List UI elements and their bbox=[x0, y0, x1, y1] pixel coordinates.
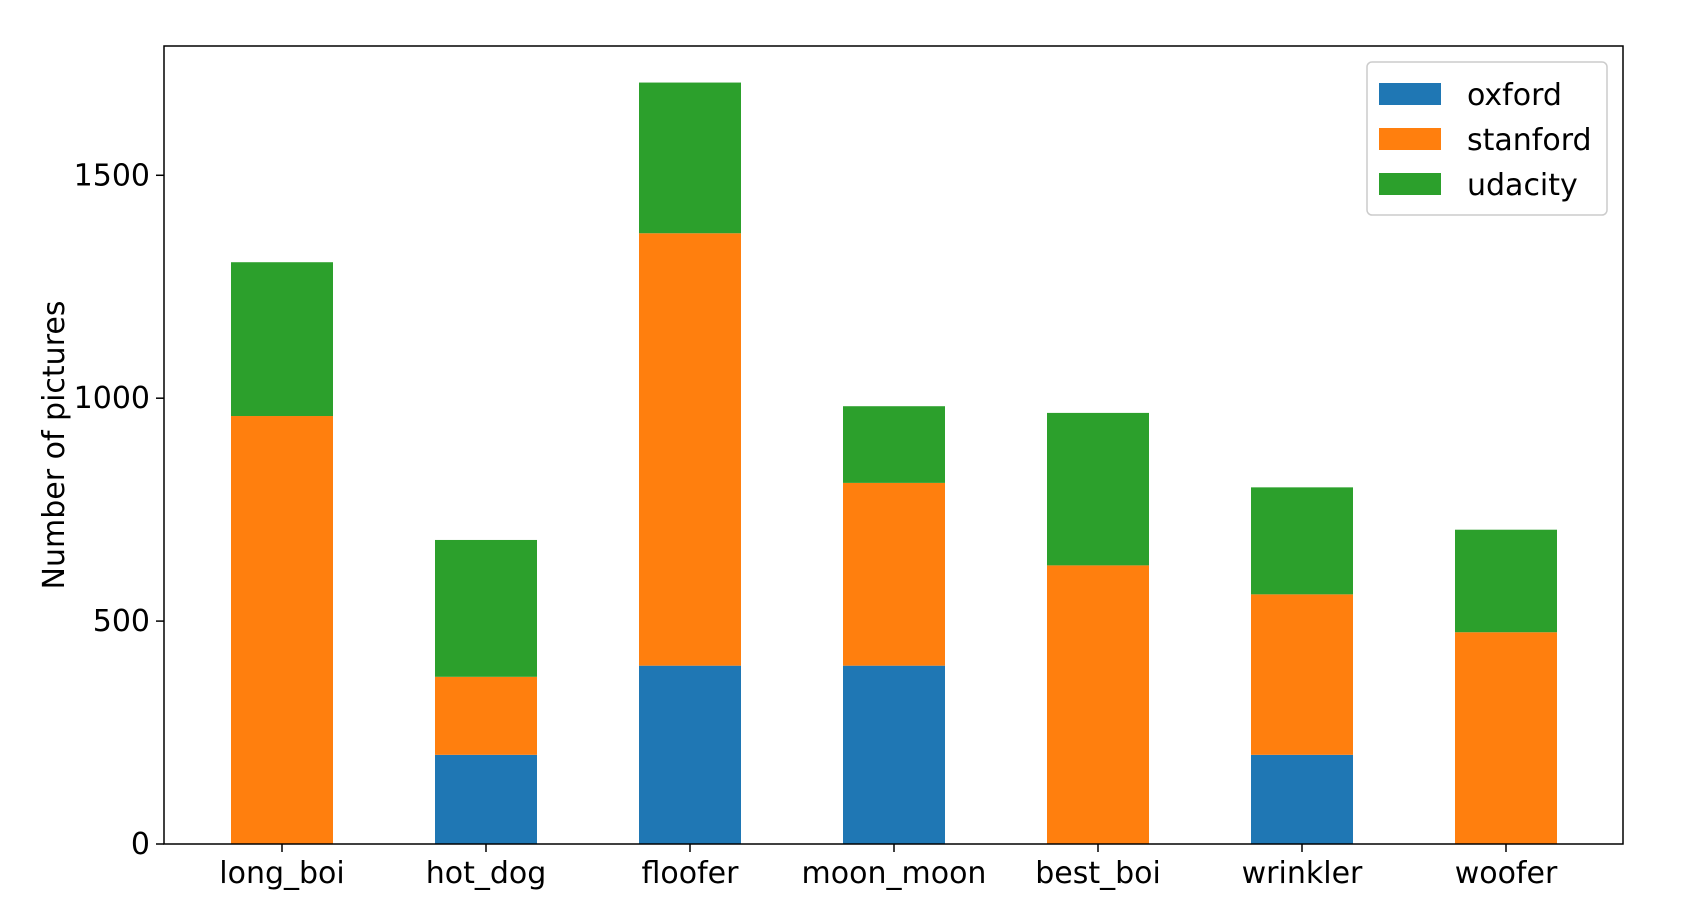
x-tick-label-floofer: floofer bbox=[642, 856, 740, 891]
bar-udacity-hot_dog bbox=[435, 539, 537, 677]
legend-label-oxford: oxford bbox=[1467, 78, 1562, 113]
y-tick-label: 0 bbox=[131, 827, 150, 862]
bar-stanford-wrinkler bbox=[1251, 594, 1353, 755]
y-axis: 0 500 1000 1500 bbox=[74, 158, 164, 862]
bar-stanford-floofer bbox=[639, 233, 741, 666]
bars-group bbox=[231, 82, 1557, 844]
legend-label-udacity: udacity bbox=[1467, 168, 1578, 203]
legend-swatch-udacity bbox=[1379, 173, 1441, 195]
y-tick-label: 500 bbox=[93, 604, 150, 639]
bar-stanford-hot_dog bbox=[435, 676, 537, 755]
bar-oxford-moon_moon bbox=[843, 665, 945, 844]
bar-udacity-wrinkler bbox=[1251, 487, 1353, 595]
bar-stanford-moon_moon bbox=[843, 482, 945, 666]
x-tick-label-hot_dog: hot_dog bbox=[426, 856, 547, 891]
x-tick-label-moon_moon: moon_moon bbox=[802, 856, 987, 891]
x-tick-label-wrinkler: wrinkler bbox=[1242, 856, 1363, 891]
bar-stanford-woofer bbox=[1455, 632, 1557, 844]
y-tick-label: 1500 bbox=[74, 158, 150, 193]
bar-udacity-moon_moon bbox=[843, 406, 945, 483]
x-tick-label-woofer: woofer bbox=[1455, 856, 1558, 891]
bar-oxford-wrinkler bbox=[1251, 754, 1353, 844]
legend-label-stanford: stanford bbox=[1467, 123, 1592, 158]
bar-stanford-best_boi bbox=[1047, 565, 1149, 844]
legend-swatch-stanford bbox=[1379, 128, 1441, 150]
legend: oxford stanford udacity bbox=[1366, 61, 1608, 216]
legend-swatch-oxford bbox=[1379, 83, 1441, 105]
bar-udacity-long_boi bbox=[231, 262, 333, 417]
bar-oxford-hot_dog bbox=[435, 754, 537, 844]
y-tick-label: 1000 bbox=[74, 381, 150, 416]
x-tick-label-best_boi: best_boi bbox=[1035, 856, 1161, 891]
bar-udacity-woofer bbox=[1455, 529, 1557, 633]
bar-stanford-long_boi bbox=[231, 416, 333, 844]
bar-oxford-floofer bbox=[639, 665, 741, 844]
y-axis-title: Number of pictures bbox=[37, 301, 72, 590]
x-tick-label-long_boi: long_boi bbox=[219, 856, 344, 891]
bar-udacity-floofer bbox=[639, 82, 741, 234]
bar-udacity-best_boi bbox=[1047, 412, 1149, 566]
x-axis: long_boi hot_dog floofer moon_moon best_boi w… bbox=[219, 844, 1558, 891]
